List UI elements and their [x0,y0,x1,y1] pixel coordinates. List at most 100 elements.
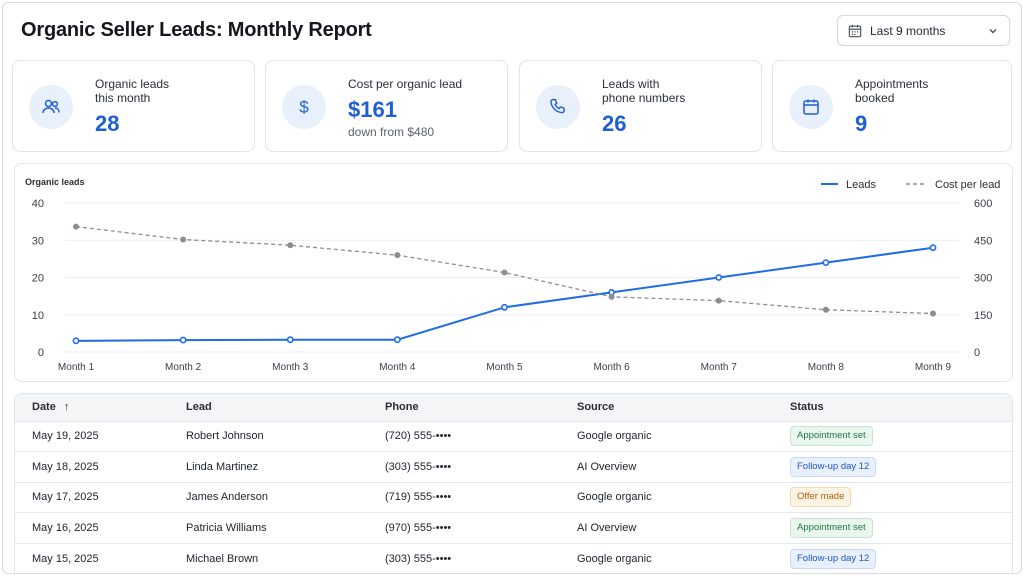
kpi-label: Appointments booked [855,77,929,105]
table-row[interactable]: May 18, 2025 Linda Martinez (303) 555-••••… [15,451,1012,483]
x-tick-label: Month 6 [594,362,631,373]
chart-title: Organic leads [25,177,85,187]
table-header-row: Date ↑ Lead Phone Source Status [15,394,1012,421]
phone-icon [536,85,580,129]
kpi-card-organic-leads: Organic leads this month 28 [12,60,255,152]
cell-phone: (719) 555-•••• [385,481,577,513]
column-header-date[interactable]: Date ↑ [32,401,70,414]
legend-label-leads: Leads [846,179,876,191]
x-tick-label: Month 1 [58,362,95,373]
kpi-sub-label: down from $480 [348,125,435,139]
leads-chart: Organic leads 0 10 20 30 40 0 150 300 450 600 Month… [25,177,1000,373]
x-tick-label: Month 8 [808,362,845,373]
data-point-leads [72,337,80,345]
data-point-cost-per-lead [394,252,401,259]
cell-lead: Robert Johnson [186,420,385,452]
y-left-tick-label: 20 [32,273,44,285]
y-left-tick-label: 40 [32,198,44,210]
cell-date: May 17, 2025 [15,481,186,513]
kpi-label: Organic leads this month [95,77,170,105]
cell-lead: Michael Brown [186,542,385,573]
x-tick-label: Month 5 [486,362,523,373]
kpi-label: Cost per organic lead [348,77,463,91]
x-tick-label: Month 4 [379,362,416,373]
x-tick-label: Month 7 [701,362,738,373]
cell-status: Appointment set [790,420,1012,452]
y-left-tick-label: 10 [32,310,44,322]
kpi-value: 26 [602,111,627,136]
cell-date: May 16, 2025 [15,512,186,544]
cell-lead: James Anderson [186,481,385,513]
cell-status: Appointment set [790,512,1012,544]
calendar-icon [789,85,833,129]
data-point-leads [822,259,830,266]
status-badge: Follow-up day 12 [790,548,877,569]
y-right-tick-label: 0 [974,347,980,359]
date-range-select[interactable]: Last 9 months [837,15,1010,46]
data-point-leads [286,336,294,344]
calendar-icon [848,24,862,37]
x-tick-label: Month 2 [165,362,202,373]
series-line-leads [75,246,934,342]
cell-date: May 18, 2025 [15,451,186,483]
table-row[interactable]: May 16, 2025 Patricia Williams (970) 555-•… [15,512,1012,544]
kpi-card-appointments: Appointments booked 9 [772,60,1012,152]
data-point-cost-per-lead [287,242,294,249]
kpi-value: 28 [95,111,120,136]
data-point-cost-per-lead [930,310,936,317]
y-right-tick-label: 300 [974,273,992,285]
cell-phone: (720) 555-•••• [385,420,577,452]
data-point-cost-per-lead [501,269,508,276]
leads-table-card: Date ↑ Lead Phone Source Status May 19, 2… [14,393,1013,573]
cell-phone: (970) 555-•••• [385,512,577,544]
kpi-card-phone-leads: Leads with phone numbers 26 [519,60,762,152]
data-point-cost-per-lead [608,293,615,300]
data-point-cost-per-lead [715,297,722,304]
table-row[interactable]: May 19, 2025 Robert Johnson (720) 555-••••… [15,420,1012,452]
kpi-label: Leads with phone numbers [602,77,686,105]
cell-source: Google organic [577,481,790,513]
cell-phone: (303) 555-•••• [385,451,577,483]
x-tick-label: Month 3 [272,362,309,373]
data-point-leads [179,336,187,344]
table-row[interactable]: May 15, 2025 Michael Brown (303) 555-•••• G… [15,542,1012,573]
status-badge: Follow-up day 12 [790,456,877,477]
dollar-icon: $ [282,85,326,129]
cell-status: Offer made [790,481,1012,513]
table-row[interactable]: May 17, 2025 James Anderson (719) 555-••••… [15,481,1012,513]
cell-source: Google organic [577,542,790,573]
status-badge: Appointment set [790,426,873,447]
cell-date: May 15, 2025 [15,542,186,573]
legend-label-cost-per-lead: Cost per lead [935,179,1000,191]
svg-text:$: $ [299,98,309,117]
status-badge: Appointment set [790,518,873,539]
column-header-source[interactable]: Source [577,401,615,414]
data-point-leads [501,303,508,311]
status-badge: Offer made [790,487,852,508]
kpi-value: $161 [348,97,397,122]
users-icon [29,85,73,129]
data-point-leads [715,274,723,281]
sort-ascending-icon[interactable]: ↑ [63,401,70,414]
y-right-tick-label: 450 [974,235,992,247]
y-right-tick-label: 600 [974,198,992,210]
column-header-phone[interactable]: Phone [385,401,419,414]
column-header-lead[interactable]: Lead [186,401,212,414]
y-left-tick-label: 30 [32,235,44,247]
leads-chart-card: Organic leads 0 10 20 30 40 0 150 300 450 600 Month… [14,163,1013,382]
cell-status: Follow-up day 12 [790,451,1012,483]
kpi-card-cost-per-lead: $ Cost per organic lead $161 down from $… [265,60,508,152]
cell-date: May 19, 2025 [15,420,186,452]
data-point-cost-per-lead [73,223,79,230]
cell-status: Follow-up day 12 [790,542,1012,573]
cell-source: AI Overview [577,451,790,483]
data-point-cost-per-lead [180,236,187,243]
page-title: Organic Seller Leads: Monthly Report [21,19,372,41]
data-point-leads [929,244,937,252]
cell-lead: Linda Martinez [186,451,385,483]
cell-lead: Patricia Williams [186,512,385,544]
column-header-status[interactable]: Status [790,401,824,414]
y-right-tick-label: 150 [974,310,992,322]
series-line-cost-per-lead [75,225,934,315]
